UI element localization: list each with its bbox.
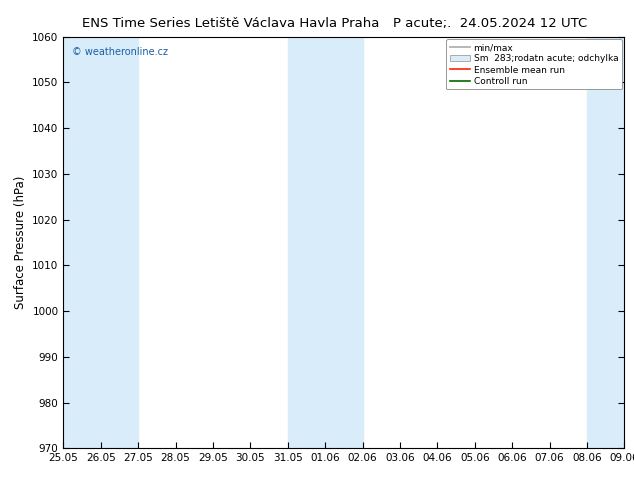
Bar [63, 37, 101, 448]
Bar [325, 37, 363, 448]
Bar [587, 37, 624, 448]
Text: P acute;.  24.05.2024 12 UTC: P acute;. 24.05.2024 12 UTC [393, 17, 587, 30]
Legend: min/max, Sm  283;rodatn acute; odchylka, Ensemble mean run, Controll run: min/max, Sm 283;rodatn acute; odchylka, … [446, 40, 622, 90]
Text: ENS Time Series Letiště Václava Havla Praha: ENS Time Series Letiště Václava Havla Pr… [82, 17, 380, 30]
Text: © weatheronline.cz: © weatheronline.cz [72, 47, 168, 57]
Bar [288, 37, 325, 448]
Y-axis label: Surface Pressure (hPa): Surface Pressure (hPa) [14, 176, 27, 309]
Bar [101, 37, 138, 448]
